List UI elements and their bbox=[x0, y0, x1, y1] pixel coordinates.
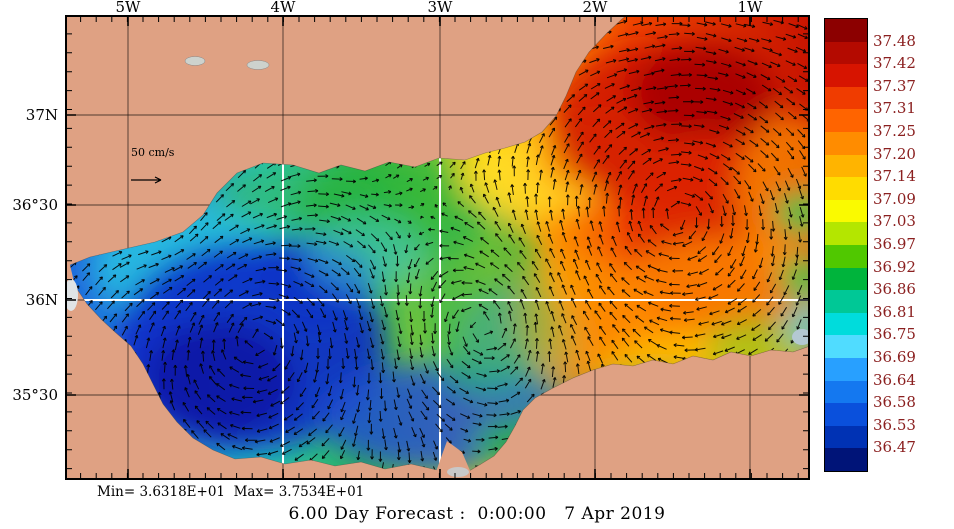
colorbar-cell bbox=[825, 244, 867, 268]
x-tick-label: 1W bbox=[737, 0, 763, 16]
colorbar-label: 36.64 bbox=[873, 370, 916, 389]
colorbar bbox=[824, 18, 868, 472]
colorbar-cell bbox=[825, 177, 867, 200]
island bbox=[246, 60, 270, 70]
colorbar-label: 37.48 bbox=[873, 31, 916, 50]
map-border bbox=[65, 15, 810, 480]
plot-title: 6.00 Day Forecast : 0:00:00 7 Apr 2019 bbox=[288, 504, 666, 524]
x-tick-label: 4W bbox=[270, 0, 296, 16]
colorbar-cell bbox=[825, 131, 867, 155]
y-tick-label: 36°30 bbox=[12, 196, 58, 214]
colorbar-label: 36.81 bbox=[873, 302, 916, 321]
colorbar-label: 37.31 bbox=[873, 99, 916, 118]
colorbar-cell bbox=[825, 335, 867, 358]
colorbar-label: 37.20 bbox=[873, 144, 916, 163]
colorbar-cell bbox=[825, 380, 867, 404]
colorbar-cell bbox=[825, 154, 867, 178]
coastal-shallow bbox=[792, 329, 812, 345]
colorbar-label: 36.58 bbox=[873, 393, 916, 412]
colorbar-label: 37.25 bbox=[873, 122, 916, 140]
x-tick-label: 3W bbox=[427, 0, 453, 16]
colorbar-cell bbox=[825, 312, 867, 336]
colorbar-cell bbox=[825, 448, 867, 471]
colorbar-label: 36.97 bbox=[873, 235, 916, 253]
colorbar-label: 36.53 bbox=[873, 415, 916, 434]
x-tick-label: 5W bbox=[115, 0, 141, 16]
colorbar-cell bbox=[825, 86, 867, 110]
colorbar-cell bbox=[825, 109, 867, 132]
colorbar-label: 37.42 bbox=[873, 54, 916, 73]
colorbar-cell bbox=[825, 357, 867, 381]
map-frame bbox=[64, 14, 812, 480]
colorbar-label: 36.47 bbox=[873, 438, 916, 457]
colorbar-cell bbox=[825, 64, 867, 87]
lagoon bbox=[447, 467, 469, 477]
y-tick-label: 37N bbox=[25, 106, 58, 124]
colorbar-label: 37.09 bbox=[873, 189, 916, 208]
colorbar-cell bbox=[825, 425, 867, 449]
colorbar-cell bbox=[825, 19, 867, 42]
island bbox=[184, 56, 206, 66]
x-tick-label: 2W bbox=[582, 0, 608, 16]
colorbar-label: 36.75 bbox=[873, 325, 916, 344]
longitude-axis: 5W 4W 3W 2W 1W bbox=[65, 0, 810, 16]
map-svg bbox=[64, 14, 812, 480]
colorbar-label: 37.37 bbox=[873, 76, 916, 95]
sea-region bbox=[70, 15, 810, 471]
colorbar-cell bbox=[825, 199, 867, 223]
colorbar-cell bbox=[825, 41, 867, 65]
colorbar-label: 36.86 bbox=[873, 280, 916, 299]
salinity-field bbox=[90, 43, 810, 471]
colorbar-cell bbox=[825, 267, 867, 291]
strait-mouth bbox=[64, 279, 78, 311]
latitude-axis: 37N 36°30 36N 35°30 bbox=[0, 15, 61, 480]
colorbar-cell bbox=[825, 222, 867, 245]
colorbar-label: 36.69 bbox=[873, 348, 916, 366]
colorbar-cell bbox=[825, 403, 867, 426]
y-tick-label: 36N bbox=[25, 291, 58, 309]
min-max-stats: Min= 3.6318E+01 Max= 3.7534E+01 bbox=[97, 484, 365, 500]
colorbar-label: 37.14 bbox=[873, 167, 916, 186]
colorbar-cell bbox=[825, 290, 867, 313]
y-tick-label: 35°30 bbox=[12, 386, 58, 404]
colorbar-labels: 37.48 37.42 37.37 37.31 37.25 37.20 37.14 37.09… bbox=[873, 18, 943, 470]
vector-scale-label: 50 cm/s bbox=[131, 146, 175, 159]
colorbar-label: 37.03 bbox=[873, 212, 916, 231]
colorbar-label: 36.92 bbox=[873, 257, 916, 276]
axis-ticks bbox=[67, 17, 808, 478]
scale-arrow-icon bbox=[131, 176, 162, 184]
